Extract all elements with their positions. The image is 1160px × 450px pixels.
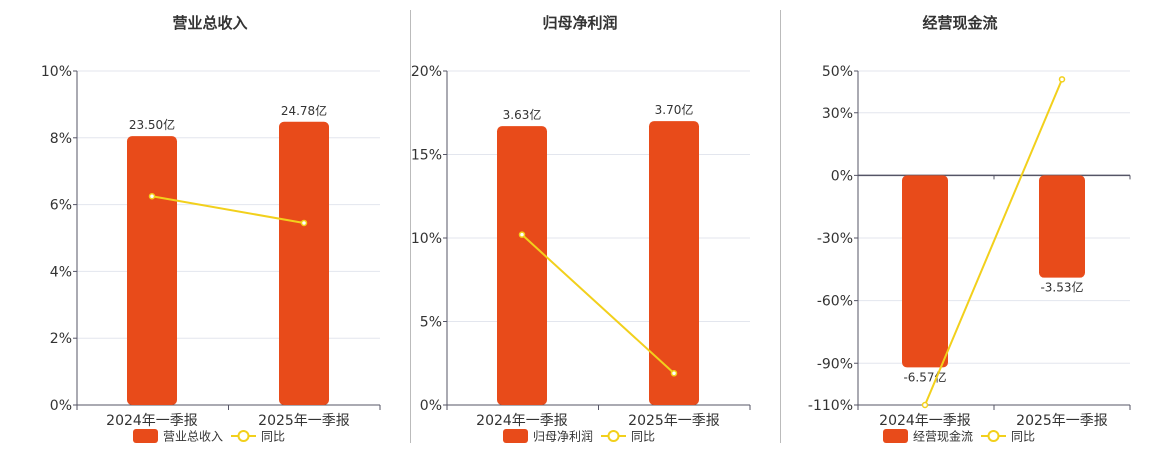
y-tick-label: 30% (822, 106, 853, 122)
bar-data-label: -3.53亿 (1040, 280, 1083, 295)
legend-bar-swatch (883, 429, 908, 443)
x-category-label: 2025年一季报 (258, 413, 350, 429)
bar-data-label: 23.50亿 (129, 117, 175, 132)
bar-data-label: 3.63亿 (503, 107, 542, 122)
bar-data-label: 24.78亿 (281, 103, 327, 118)
y-tick-label: 0% (50, 398, 72, 414)
legend-bar-label: 营业总收入 (163, 430, 223, 444)
chart-panel-1: 营业总收入 0% 2% 4% 6% 8% 10% 23.50亿 24.78亿 2024年一季报 20… (41, 14, 381, 444)
yoy-point (148, 193, 156, 200)
yoy-point (518, 231, 526, 238)
y-tick-label: -30% (817, 231, 853, 247)
x-category-label: 2024年一季报 (476, 413, 568, 429)
y-tick-label: 50% (822, 64, 853, 80)
chart-title: 营业总收入 (172, 14, 247, 32)
x-category-label: 2025年一季报 (628, 413, 720, 429)
legend-bar-swatch (503, 429, 528, 443)
chart-title: 经营现金流 (922, 14, 997, 32)
legend: 归母净利润 同比 (503, 429, 655, 444)
x-category-label: 2024年一季报 (879, 413, 971, 429)
y-tick-label: -110% (808, 398, 853, 414)
bar (279, 121, 329, 405)
yoy-line (151, 195, 305, 224)
yoy-line (521, 233, 675, 375)
legend-bar-label: 经营现金流 (913, 429, 973, 444)
chart-panel-3: 经营现金流-110%-90%-60%-30%0%30%50%-6.57亿-3.5… (808, 14, 1131, 444)
yoy-point (300, 219, 308, 227)
legend-line-label: 同比 (1011, 430, 1035, 444)
x-category-label: 2025年一季报 (1016, 413, 1108, 429)
y-tick-label: -60% (817, 294, 853, 310)
y-tick-label: 15% (411, 148, 442, 164)
legend-line-marker (607, 430, 620, 442)
bar (497, 126, 547, 406)
y-tick-label: 4% (50, 264, 72, 280)
yoy-point (921, 401, 929, 409)
yoy-line (924, 78, 1063, 406)
y-tick-label: -90% (817, 356, 853, 372)
yoy-point (1058, 76, 1066, 83)
x-category-label: 2024年一季报 (106, 413, 198, 429)
chart-title: 归母净利润 (542, 14, 617, 32)
legend-line-label: 同比 (261, 430, 285, 444)
y-tick-label: 0% (420, 398, 442, 414)
legend: 营业总收入 同比 (133, 429, 285, 444)
y-tick-label: 5% (420, 315, 442, 331)
y-tick-label: 10% (411, 231, 442, 247)
y-tick-label: 8% (50, 131, 72, 147)
yoy-point (670, 370, 678, 377)
legend-line-marker (237, 430, 250, 442)
y-tick-label: 0% (831, 168, 853, 184)
legend-bar-label: 归母净利润 (533, 430, 593, 444)
y-tick-label: 10% (41, 64, 72, 80)
bar (902, 175, 948, 368)
bar (127, 136, 177, 405)
bar (1039, 175, 1085, 278)
legend-bar-swatch (133, 429, 158, 443)
y-tick-label: 20% (411, 64, 442, 80)
y-tick-label: 6% (50, 198, 72, 214)
legend-line-label: 同比 (631, 430, 655, 444)
bar-data-label: 3.70亿 (655, 102, 694, 117)
bar (649, 121, 699, 405)
legend-line-marker (987, 430, 1000, 442)
chart-panel-2: 归母净利润 0% 5% 10% 15% 20% 3.63亿 3.70亿 2024年一季报 2025… (411, 14, 751, 444)
legend: 经营现金流 同比 (883, 429, 1035, 444)
y-tick-label: 2% (50, 331, 72, 347)
